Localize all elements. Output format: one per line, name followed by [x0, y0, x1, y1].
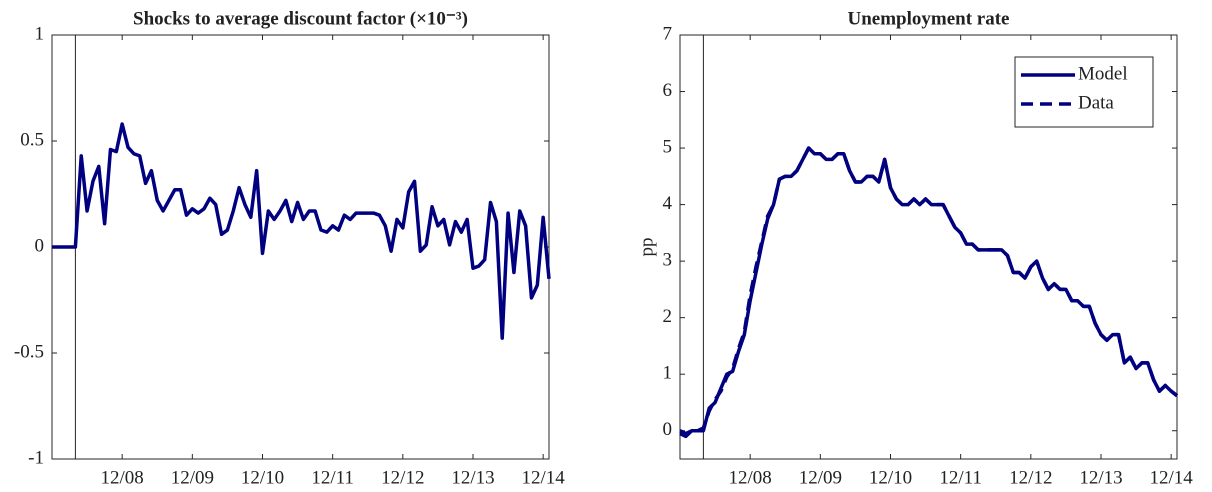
x-tick-label: 12/13 — [1079, 467, 1122, 488]
legend-label: Data — [1078, 92, 1114, 113]
y-tick-label: -1 — [28, 447, 44, 468]
plot-area — [679, 34, 1178, 460]
legend-box — [1014, 56, 1154, 128]
line-series — [679, 146, 1179, 439]
y-tick-label: 7 — [663, 23, 673, 44]
y-tick-label: 5 — [663, 136, 673, 157]
x-tick-label: 12/12 — [1009, 467, 1052, 488]
y-tick-label: 1 — [35, 23, 45, 44]
x-tick-label: 12/14 — [522, 467, 566, 488]
x-tick-label: 12/14 — [1150, 467, 1194, 488]
y-tick-label: 2 — [663, 306, 673, 327]
x-tick-label: 12/13 — [451, 467, 494, 488]
chart-title: Shocks to average discount factor (×10⁻³… — [133, 8, 468, 29]
line-series — [679, 146, 1179, 436]
x-tick-label: 12/10 — [869, 467, 912, 488]
y-axis-label: pp — [636, 238, 657, 257]
x-tick-label: 12/11 — [939, 467, 982, 488]
y-tick-label: 4 — [663, 193, 673, 214]
chart-title: Unemployment rate — [848, 8, 1010, 29]
x-tick-label: 12/08 — [729, 467, 772, 488]
y-tick-label: -0.5 — [14, 341, 44, 362]
line-series — [52, 122, 551, 340]
y-tick-label: 6 — [663, 80, 673, 101]
y-tick-label: 0.5 — [20, 129, 44, 150]
legend-label: Model — [1078, 63, 1128, 84]
y-tick-label: 0 — [35, 235, 45, 256]
y-tick-label: 0 — [663, 419, 673, 440]
x-tick-label: 12/12 — [381, 467, 424, 488]
x-tick-label: 12/09 — [799, 467, 842, 488]
y-tick-label: 3 — [663, 249, 673, 270]
y-tick-label: 1 — [663, 363, 673, 384]
x-tick-label: 12/09 — [171, 467, 214, 488]
x-tick-label: 12/11 — [311, 467, 354, 488]
plot-area — [51, 34, 550, 460]
x-tick-label: 12/10 — [241, 467, 284, 488]
x-tick-label: 12/08 — [101, 467, 144, 488]
